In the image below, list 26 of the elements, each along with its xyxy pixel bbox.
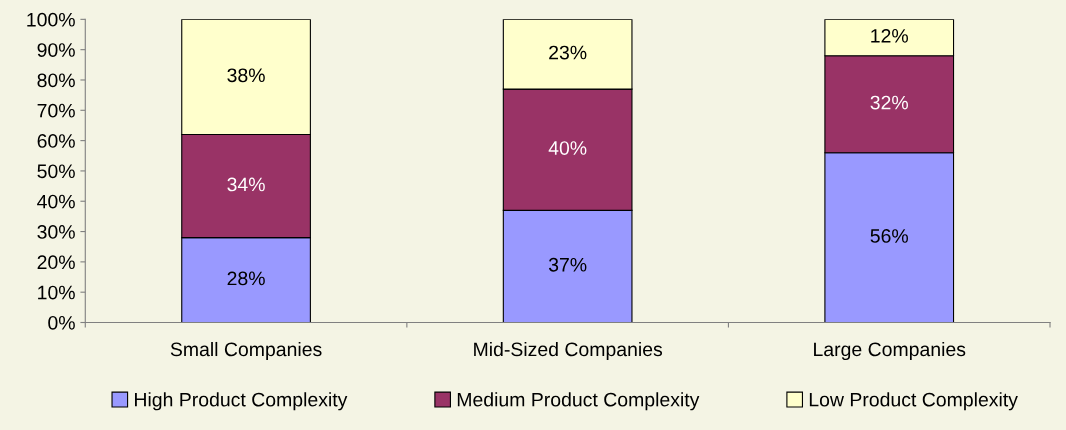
data-label: 37% — [548, 257, 587, 272]
y-tick-label: 30% — [37, 225, 75, 239]
y-tick-label: 70% — [37, 103, 75, 118]
x-tick-label: Mid-Sized Companies — [474, 341, 663, 361]
data-label: 34% — [227, 177, 265, 192]
y-tick-label: 50% — [37, 164, 75, 179]
y-tick-label: 100% — [27, 12, 75, 27]
data-label: 56% — [870, 229, 908, 243]
y-tick-label: 20% — [37, 255, 75, 270]
y-tick-label: 0% — [48, 315, 75, 330]
legend-label: High Product Complexity — [135, 392, 348, 411]
data-label: 40% — [548, 141, 587, 155]
y-tick-label: 80% — [37, 73, 75, 88]
data-label: 38% — [227, 68, 265, 83]
y-tick-label: 10% — [38, 285, 75, 300]
legend-label: Low Product Complexity — [809, 392, 1018, 411]
legend-label: Medium Product Complexity — [457, 392, 700, 411]
data-label: 32% — [870, 95, 908, 110]
data-label: 23% — [549, 45, 587, 60]
y-tick-label: 60% — [37, 134, 75, 148]
x-tick-label: Large Companies — [814, 341, 966, 361]
data-label: 28% — [227, 271, 265, 286]
y-tick-label: 90% — [37, 43, 75, 57]
data-label: 12% — [871, 28, 908, 43]
x-tick-label: Small Companies — [170, 341, 322, 361]
y-tick-label: 40% — [37, 194, 75, 209]
